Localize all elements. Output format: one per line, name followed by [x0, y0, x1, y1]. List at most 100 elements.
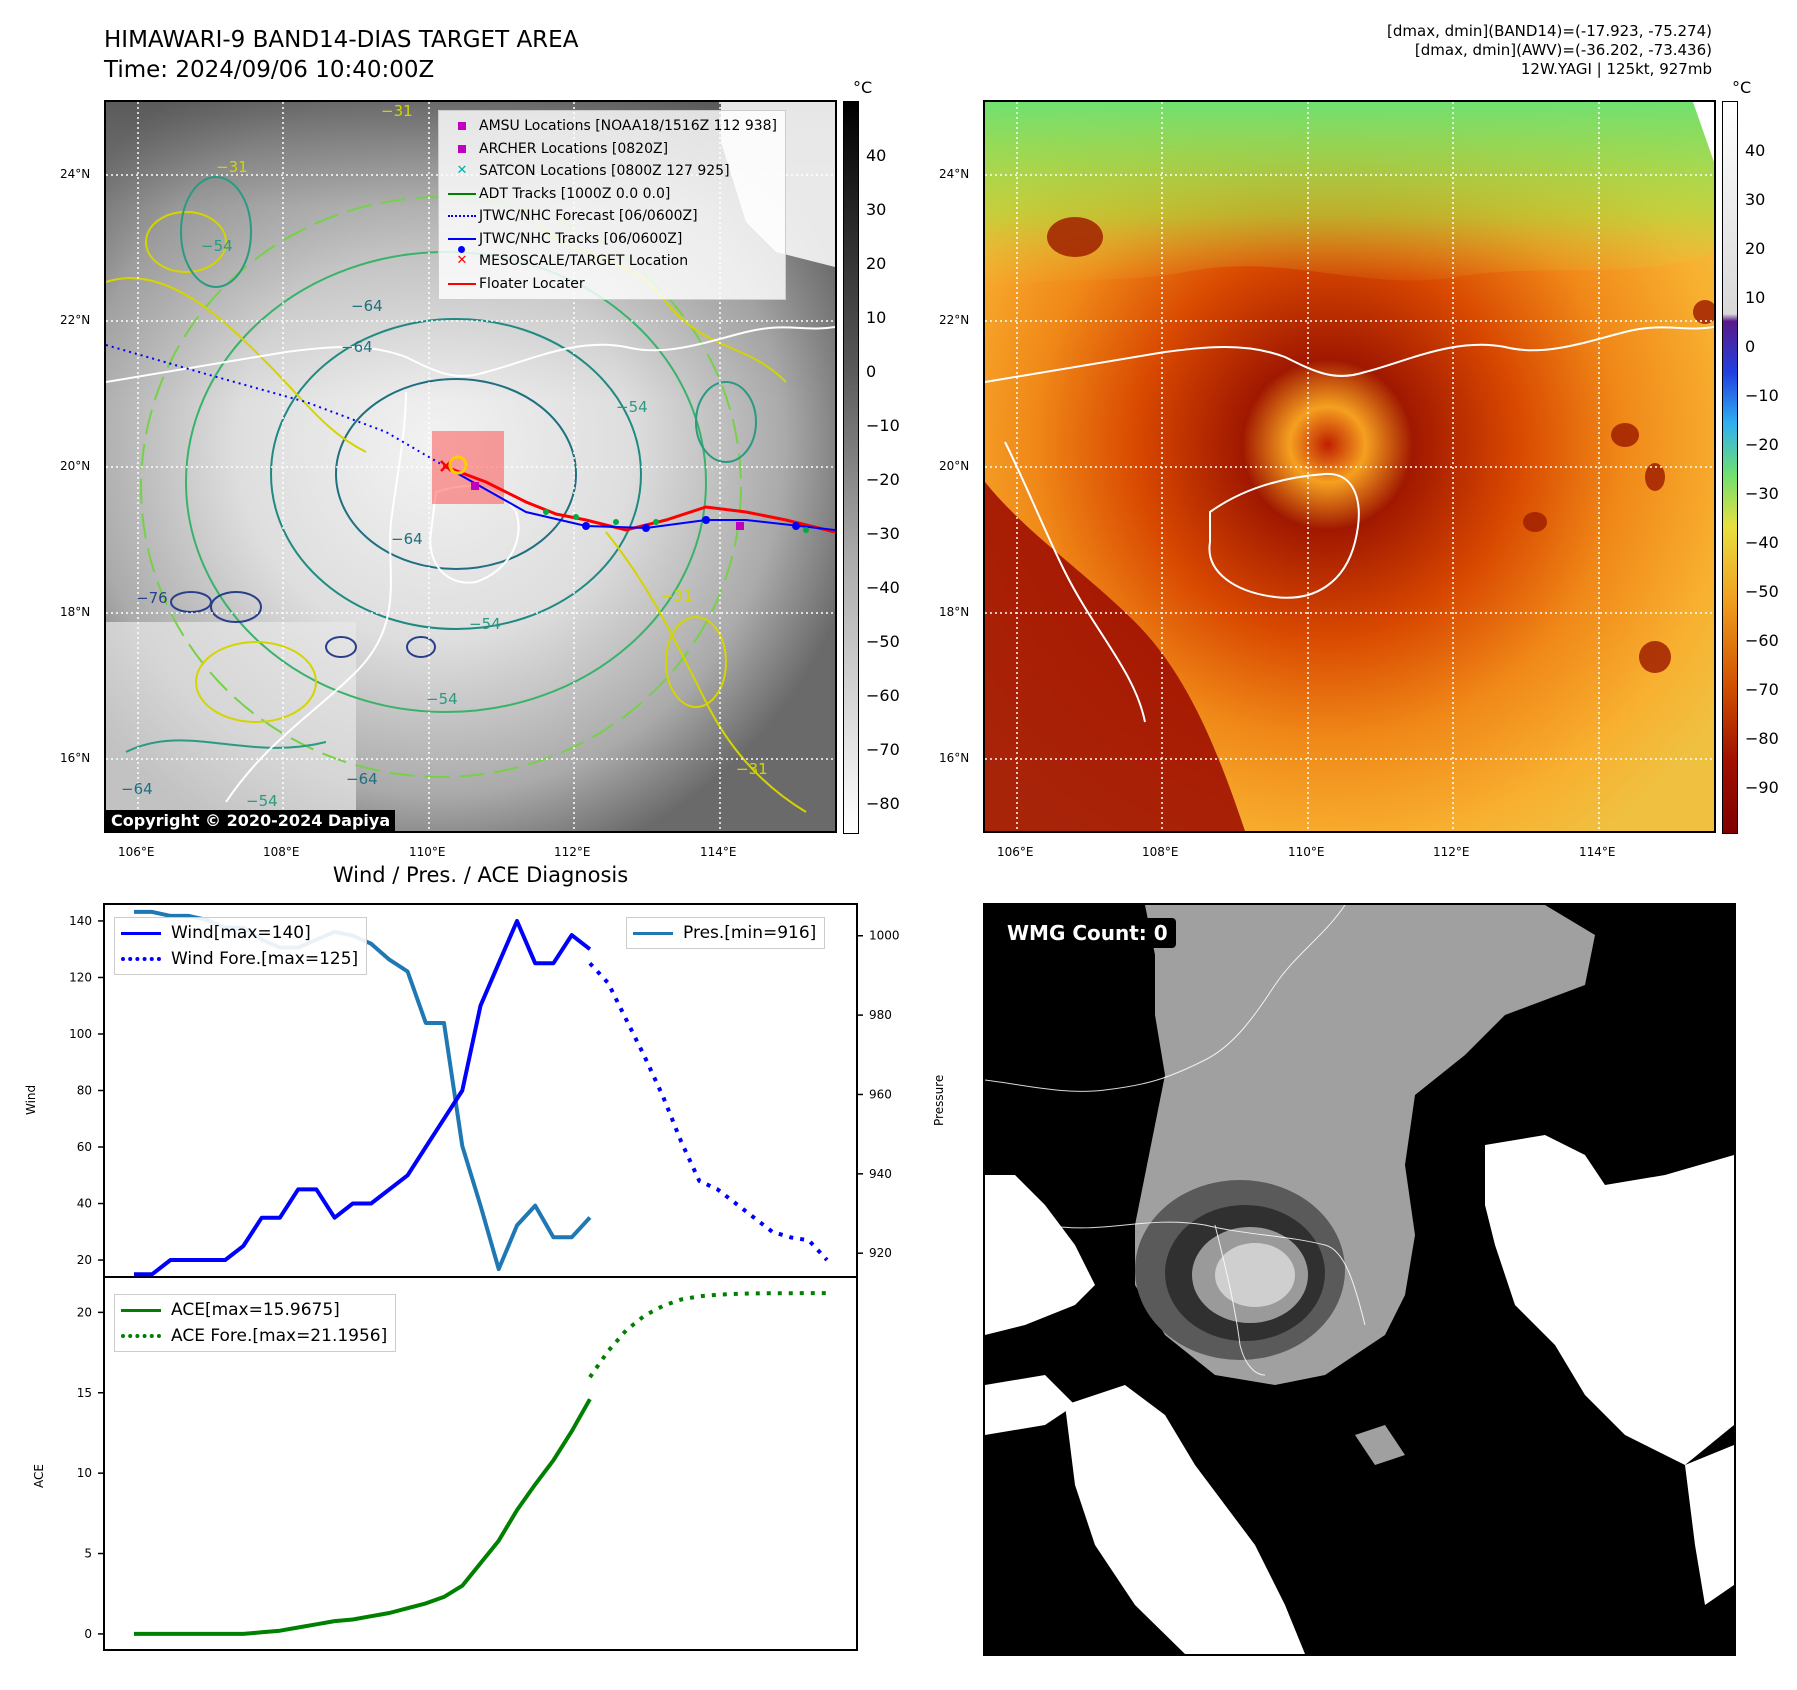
lon-tick: 108°E: [1142, 845, 1179, 859]
legend-item-satcon: ✕ SATCON Locations [0800Z 127 925]: [456, 163, 730, 179]
ir-color-map-svg: [985, 102, 1714, 831]
contour-label: −31: [661, 587, 693, 605]
colorbar-left-tick: −50: [866, 632, 900, 651]
colorbar-right-tick: 10: [1745, 288, 1766, 307]
colorbar-left-unit: °C: [853, 78, 873, 97]
colorbar-right-tick: −60: [1745, 631, 1779, 650]
legend-item-wind: Wind[max=140]: [121, 920, 358, 946]
lat-tick: 18°N: [60, 605, 91, 619]
wind-ytick-label: 100: [69, 1027, 92, 1041]
colorbar-right-tick: −20: [1745, 435, 1779, 454]
legend-item-jtwc-tracks: JTWC/NHC Tracks [06/0600Z]: [445, 228, 777, 253]
contour-label: −31: [381, 102, 413, 120]
ace-layer: 0 5 10 15 20: [77, 1291, 827, 1641]
contour-label: −64: [121, 780, 153, 798]
legend-item-archer: ARCHER Locations [0820Z]: [445, 138, 777, 161]
colorbar-right-tick: 20: [1745, 239, 1766, 258]
lat-tick: 16°N: [939, 751, 970, 765]
colorbar-left-tick: −30: [866, 524, 900, 543]
colorbar-left-tick: 40: [866, 146, 887, 165]
wind-forecast-series-line: [588, 961, 829, 1262]
legend-item-wind-forecast: Wind Fore.[max=125]: [121, 946, 358, 972]
wind-axis-label: Wind: [24, 1084, 38, 1115]
copyright-label: Copyright © 2020-2024 Dapiya: [106, 810, 396, 831]
contour-label: −54: [616, 398, 648, 416]
ace-ytick-label: 10: [77, 1466, 92, 1480]
wind-ytick-label: 60: [77, 1140, 92, 1154]
colorbar-left-tick: −60: [866, 686, 900, 705]
colorbar-left: [843, 101, 859, 834]
dmax-awv: [dmax, dmin](AWV)=(-36.202, -73.436): [1414, 41, 1712, 59]
diagnosis-title: Wind / Pres. / ACE Diagnosis: [332, 863, 629, 887]
lat-tick: 22°N: [939, 313, 970, 327]
ace-ytick-label: 15: [77, 1386, 92, 1400]
ace-axes: [103, 1276, 858, 1651]
legend-item-ace-forecast: ACE Fore.[max=21.1956]: [121, 1323, 387, 1349]
contour-label: −31: [216, 158, 248, 176]
contour-label: −54: [246, 792, 278, 810]
lat-tick: 20°N: [60, 459, 91, 473]
contour-label: −54: [426, 690, 458, 708]
contour-label: −64: [341, 338, 373, 356]
colorbar-right: [1722, 101, 1738, 834]
contour-label: −64: [351, 297, 383, 315]
colorbar-right-tick: −40: [1745, 533, 1779, 552]
lon-tick: 112°E: [554, 845, 591, 859]
wmg-panel: WMG Count: 0: [983, 903, 1736, 1656]
wind-ytick-label: 80: [77, 1084, 92, 1098]
storm-info: 12W.YAGI | 125kt, 927mb: [1520, 60, 1712, 78]
ace-series-line: [134, 1398, 592, 1636]
diagnosis-chart: 20 40 60 80 100 120 140 920 940 960 980 1000 0 5 10 15…: [69, 903, 900, 1651]
chart-title: HIMAWARI-9 BAND14-DIAS TARGET AREA: [104, 27, 579, 53]
legend-item-mesoscale: ✕ MESOSCALE/TARGET Location: [456, 253, 689, 269]
lon-tick: 110°E: [1288, 845, 1325, 859]
wind-series-line: [134, 919, 592, 1277]
colorbar-right-unit: °C: [1732, 78, 1752, 97]
ace-ytick-label: 20: [77, 1305, 92, 1319]
map-legend: AMSU Locations [NOAA18/1516Z 112 938] AR…: [438, 110, 787, 300]
legend-item-adt: ADT Tracks [1000Z 0.0 0.0]: [445, 183, 777, 206]
pressure-ytick-label: 1000: [869, 929, 900, 943]
pressure-ytick-label: 940: [869, 1167, 892, 1181]
colorbar-left-tick: −70: [866, 740, 900, 759]
ace-forecast-series-line: [588, 1291, 827, 1379]
colorbar-left-tick: 30: [866, 200, 887, 219]
lat-tick: 22°N: [60, 313, 91, 327]
contour-label: −76: [136, 589, 168, 607]
lat-tick: 24°N: [60, 167, 91, 181]
wind-ytick-label: 120: [69, 970, 92, 984]
colorbar-right-tick: −30: [1745, 484, 1779, 503]
contour-label: −31: [736, 760, 768, 778]
lat-tick: 18°N: [939, 605, 970, 619]
lat-tick: 20°N: [939, 459, 970, 473]
wind-ytick-label: 20: [77, 1253, 92, 1267]
lon-tick: 114°E: [1579, 845, 1616, 859]
header-info: [dmax, dmin](BAND14)=(-17.923, -75.274) …: [1387, 22, 1712, 79]
legend-item-amsu: AMSU Locations [NOAA18/1516Z 112 938]: [445, 115, 777, 138]
colorbar-left-tick: 0: [866, 362, 877, 381]
legend-item-jtwc-forecast: JTWC/NHC Forecast [06/0600Z]: [445, 205, 777, 228]
lon-tick: 106°E: [997, 845, 1034, 859]
wind-ytick-label: 140: [69, 914, 92, 928]
colorbar-right-tick: −10: [1745, 386, 1779, 405]
legend-item-ace: ACE[max=15.9675]: [121, 1297, 387, 1323]
pressure-ytick-label: 960: [869, 1087, 892, 1101]
lon-tick: 110°E: [409, 845, 446, 859]
legend-item-floater: Floater Locater: [445, 273, 777, 296]
ace-legend: ACE[max=15.9675] ACE Fore.[max=21.1956]: [114, 1294, 397, 1352]
colorbar-left-tick: 20: [866, 254, 887, 273]
colorbar-left-tick: 10: [866, 308, 887, 327]
colorbar-right-tick: −70: [1745, 680, 1779, 699]
contour-label: −64: [346, 770, 378, 788]
pressure-legend: Pres.[min=916]: [626, 917, 826, 949]
ace-ytick-label: 0: [84, 1627, 92, 1641]
legend-item-pressure: Pres.[min=916]: [633, 920, 816, 946]
wmg-count-label: WMG Count: 0: [999, 918, 1176, 948]
ace-ytick-label: 5: [84, 1547, 92, 1561]
wind-ytick-label: 40: [77, 1197, 92, 1211]
colorbar-right-tick: 0: [1745, 337, 1756, 356]
pressure-ytick-label: 980: [869, 1008, 892, 1022]
colorbar-right-tick: −50: [1745, 582, 1779, 601]
colorbar-left-tick: −80: [866, 794, 900, 813]
pressure-ytick-label: 920: [869, 1246, 892, 1260]
